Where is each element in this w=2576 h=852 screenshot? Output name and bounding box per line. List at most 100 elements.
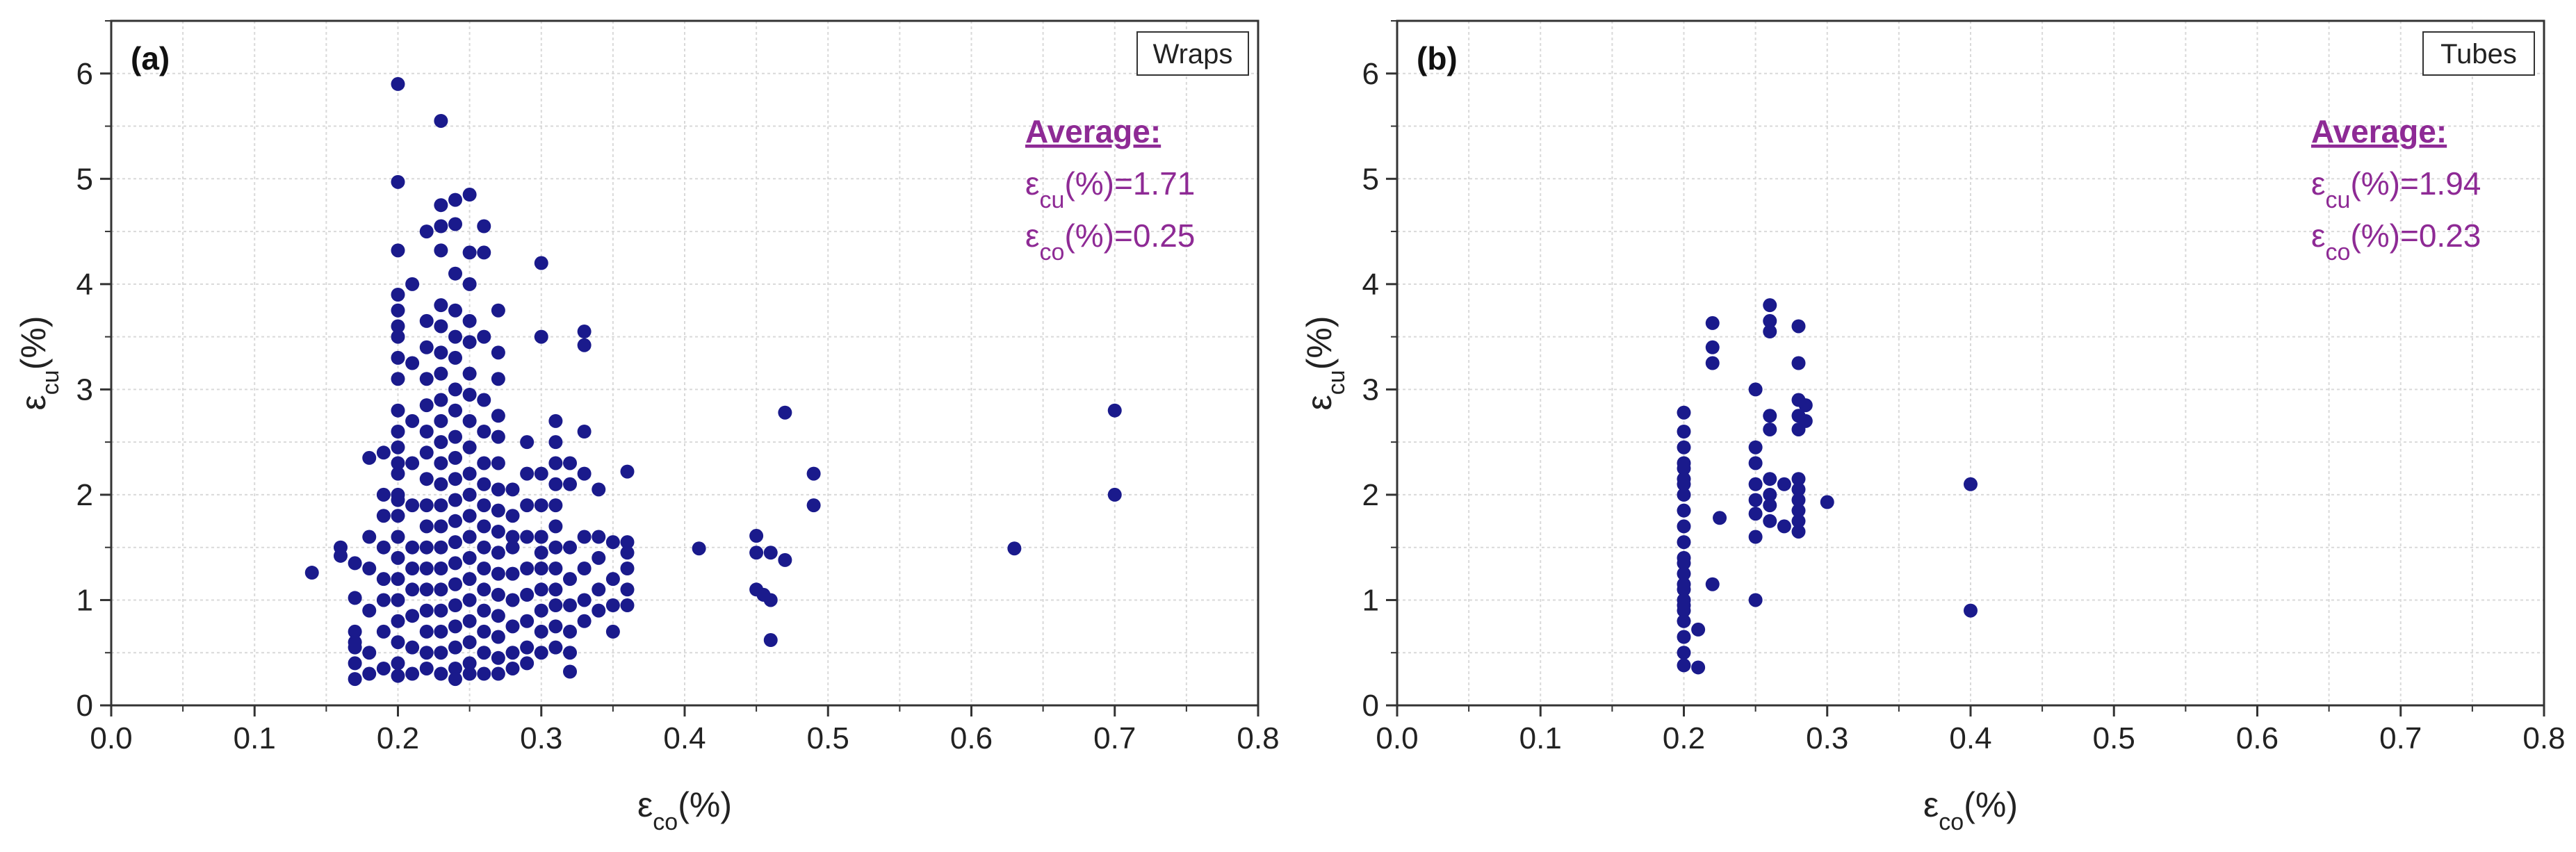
x-tick-label: 0.1: [234, 721, 276, 755]
data-point: [462, 245, 477, 260]
data-point: [592, 482, 606, 497]
data-point: [534, 562, 548, 575]
data-point: [505, 593, 520, 607]
data-point: [348, 672, 362, 687]
data-point: [419, 624, 434, 639]
y-tick-label: 0: [76, 689, 93, 723]
data-point: [434, 113, 448, 128]
average-eco-subscript: co: [1040, 239, 1065, 265]
data-point: [477, 624, 491, 639]
y-tick-label: 2: [76, 478, 93, 512]
x-tick-label: 0.7: [1093, 721, 1136, 755]
x-axis-label-symbol: ε: [637, 785, 653, 824]
data-point: [419, 340, 434, 354]
panel-label: (b): [1417, 40, 1458, 76]
data-point: [477, 498, 491, 513]
data-point: [434, 540, 448, 555]
data-point: [563, 646, 577, 660]
x-axis-label-symbol: ε: [1923, 785, 1939, 824]
x-tick-label: 0.0: [1376, 721, 1418, 755]
data-point: [1791, 356, 1806, 370]
y-tick-label: 6: [1362, 57, 1379, 91]
x-tick-label: 0.3: [1806, 721, 1848, 755]
data-point: [448, 350, 462, 365]
y-tick-label: 0: [1362, 689, 1379, 723]
data-point: [448, 382, 462, 397]
data-point: [419, 472, 434, 486]
data-point: [1763, 313, 1777, 328]
data-point: [505, 646, 520, 660]
data-point: [1763, 298, 1777, 313]
data-point: [491, 429, 505, 444]
data-point: [376, 540, 391, 555]
data-point: [362, 646, 377, 660]
data-point: [391, 493, 405, 507]
data-point: [763, 593, 778, 607]
data-point: [1748, 382, 1763, 397]
data-point: [1705, 577, 1720, 591]
average-eco: εco(%)=0.25: [1025, 218, 1195, 265]
data-point: [491, 456, 505, 470]
data-point: [391, 403, 405, 418]
data-point: [1677, 603, 1691, 618]
data-point: [434, 624, 448, 639]
data-point: [1677, 658, 1691, 673]
data-point: [434, 319, 448, 334]
data-point: [434, 666, 448, 681]
data-point: [434, 603, 448, 618]
data-point: [1748, 530, 1763, 544]
data-point: [806, 498, 821, 513]
chart-panel-1: 0.0 0.1 0.2 0.3 0.4 0.5 0.6 0.7 0.80123456εco(%)…: [14, 19, 1280, 835]
data-point: [391, 593, 405, 607]
data-point: [1791, 503, 1806, 518]
x-tick-label: 0.8: [2522, 721, 2565, 755]
data-point: [1777, 519, 1791, 534]
average-eco-suffix: (%)=0.23: [2350, 218, 2481, 254]
x-tick-label: 0.3: [520, 721, 562, 755]
data-point: [491, 650, 505, 665]
data-point: [1677, 646, 1691, 660]
data-point: [477, 666, 491, 681]
data-point: [462, 572, 477, 587]
data-point: [362, 603, 377, 618]
data-point: [563, 598, 577, 613]
data-point: [376, 624, 391, 639]
data-point: [448, 403, 462, 418]
data-point: [434, 345, 448, 360]
data-point: [419, 498, 434, 513]
data-point: [391, 656, 405, 671]
data-point: [419, 562, 434, 575]
x-tick-label: 0.1: [1519, 721, 1562, 755]
data-point: [405, 640, 420, 655]
y-tick-label: 6: [76, 57, 93, 91]
data-point: [1820, 495, 1834, 509]
data-point: [778, 405, 792, 420]
data-point: [548, 413, 563, 428]
data-point: [749, 529, 764, 543]
data-point: [448, 493, 462, 507]
data-point: [505, 540, 520, 555]
data-point: [362, 666, 377, 681]
data-point: [462, 440, 477, 454]
data-point: [391, 509, 405, 523]
x-tick-label: 0.5: [2093, 721, 2135, 755]
average-ecu-symbol: ε: [1025, 165, 1040, 202]
data-point: [534, 498, 548, 513]
x-tick-label: 0.4: [663, 721, 706, 755]
data-point: [1677, 556, 1691, 571]
data-point: [462, 656, 477, 671]
data-point: [548, 456, 563, 470]
data-point: [548, 435, 563, 450]
average-ecu-suffix: (%)=1.71: [1064, 165, 1195, 202]
x-axis-label: εco(%): [637, 785, 732, 835]
data-point: [534, 466, 548, 481]
data-point: [548, 619, 563, 634]
data-point: [520, 562, 535, 575]
x-tick-label: 0.7: [2379, 721, 2422, 755]
y-tick-label: 4: [76, 268, 93, 302]
data-point: [620, 546, 635, 560]
data-point: [1763, 514, 1777, 528]
data-point: [534, 329, 548, 344]
data-point: [419, 646, 434, 660]
average-eco-symbol: ε: [1025, 218, 1040, 254]
